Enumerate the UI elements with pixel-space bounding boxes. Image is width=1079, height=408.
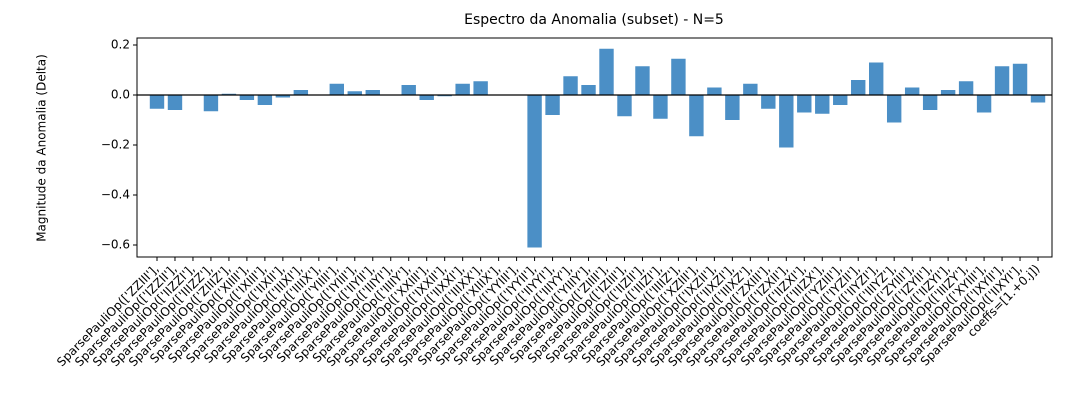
y-tick-label: −0.2	[101, 138, 130, 152]
bar	[779, 95, 794, 148]
bar	[167, 95, 183, 110]
bar	[976, 95, 992, 113]
bar	[203, 95, 219, 112]
bar	[815, 95, 830, 114]
bar	[922, 95, 938, 110]
bar	[707, 87, 722, 95]
y-axis-label: Magnitude da Anomalia (Delta)	[35, 54, 49, 242]
bar	[347, 91, 362, 95]
bar	[329, 83, 344, 95]
bar	[257, 95, 273, 105]
bar	[797, 95, 812, 113]
bar	[689, 95, 704, 137]
plot-frame	[136, 37, 1053, 258]
bar	[437, 95, 452, 97]
y-tick-label: −0.4	[101, 188, 130, 202]
bar	[833, 95, 848, 105]
bar	[455, 83, 470, 95]
bar	[671, 58, 686, 95]
bar	[239, 95, 255, 100]
bar	[1012, 63, 1028, 95]
chart-title: Espectro da Anomalia (subset) - N=5	[464, 12, 724, 28]
bar	[401, 85, 416, 95]
bar	[869, 62, 884, 95]
bar	[994, 66, 1010, 95]
bar	[599, 48, 614, 95]
bar	[293, 90, 309, 95]
bar	[743, 83, 758, 95]
bar	[221, 93, 237, 95]
bar	[940, 90, 956, 95]
bar	[563, 76, 578, 95]
bar	[904, 87, 920, 95]
bar	[1030, 95, 1046, 103]
bar	[851, 80, 866, 95]
y-tick-label: 0.2	[111, 38, 130, 52]
y-tick-label: 0.0	[111, 88, 130, 102]
bar	[581, 85, 596, 95]
bar	[725, 95, 740, 120]
bar	[958, 81, 974, 95]
bar	[527, 95, 542, 248]
y-tick-label: −0.6	[101, 238, 130, 252]
bar	[653, 95, 668, 119]
bar	[761, 95, 776, 109]
bar	[617, 95, 632, 117]
bar	[275, 95, 291, 98]
bar	[473, 81, 488, 95]
bar	[365, 90, 380, 95]
bar	[419, 95, 434, 100]
bar	[149, 95, 165, 109]
bar	[635, 66, 650, 95]
bar	[545, 95, 560, 115]
bar	[886, 95, 902, 123]
